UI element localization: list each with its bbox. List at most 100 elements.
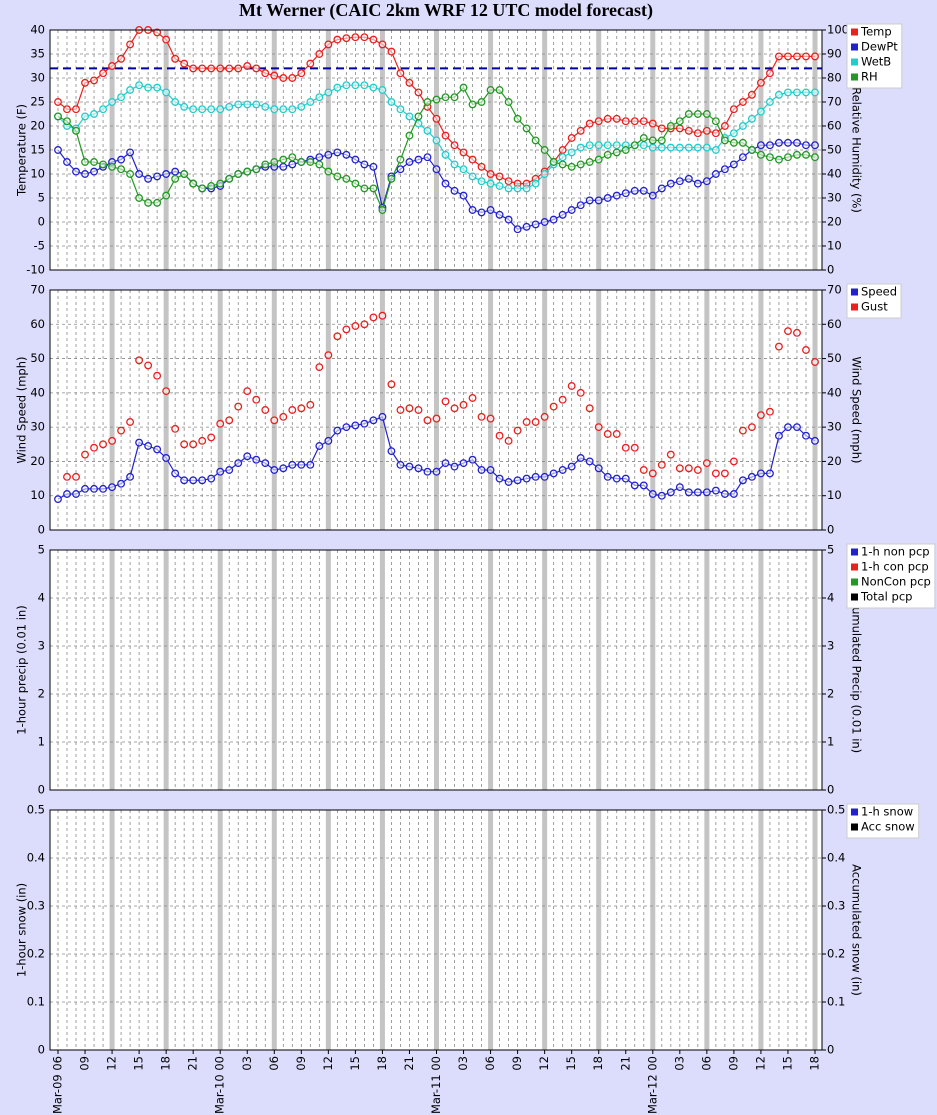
y-tick-label: 0.3: [27, 899, 45, 913]
data-point: [351, 421, 360, 430]
legend-label: RH: [861, 70, 878, 84]
y-tick-label: 40: [30, 23, 45, 37]
data-point: [270, 466, 279, 474]
data-point: [585, 404, 594, 413]
data-point: [784, 88, 792, 97]
data-point: [459, 165, 468, 174]
data-point: [513, 114, 522, 123]
data-point: [171, 424, 180, 433]
plot-border: [49, 549, 823, 791]
data-point: [270, 71, 279, 80]
data-point: [297, 69, 306, 78]
data-point: [711, 170, 720, 178]
data-point: [531, 418, 540, 426]
data-point: [450, 404, 459, 413]
data-point: [775, 52, 783, 61]
y-tick-label: 20: [30, 119, 45, 133]
legend-label: Gust: [861, 300, 888, 314]
x-tick-label: 06: [483, 1056, 497, 1071]
data-point: [513, 426, 522, 435]
data-point: [135, 356, 144, 365]
data-point: [756, 107, 765, 116]
data-point: [108, 436, 117, 445]
data-point: [621, 189, 630, 198]
data-point: [468, 172, 477, 181]
data-point: [612, 474, 621, 483]
data-point: [72, 167, 80, 176]
data-point: [468, 394, 477, 402]
data-point: [504, 436, 513, 445]
data-point: [648, 119, 657, 128]
x-tick-label: 06: [267, 1056, 281, 1071]
data-point: [378, 86, 387, 94]
data-point: [513, 184, 522, 193]
y-tick-label: 40: [30, 385, 45, 399]
data-point: [378, 206, 387, 214]
data-point: [144, 361, 153, 370]
legend-swatch: [851, 593, 858, 601]
data-point: [81, 78, 89, 87]
data-point: [117, 426, 126, 435]
data-point: [567, 134, 576, 142]
y2-tick-label: 30: [827, 420, 842, 434]
data-point: [576, 201, 585, 210]
data-point: [693, 488, 702, 497]
data-point: [441, 459, 450, 468]
data-point: [261, 102, 270, 111]
data-point: [135, 438, 144, 447]
data-point: [784, 423, 792, 432]
data-point: [666, 450, 675, 459]
y2-tick-label: 70: [827, 283, 842, 297]
data-point: [54, 112, 62, 121]
x-tick-label: 21: [618, 1056, 632, 1071]
data-point: [802, 346, 810, 354]
data-point: [162, 454, 171, 462]
data-point: [486, 170, 495, 178]
data-point: [684, 126, 693, 135]
data-point: [793, 328, 801, 337]
y-tick-label: 5: [38, 543, 45, 557]
data-point: [396, 105, 405, 114]
data-point: [81, 170, 89, 178]
data-point: [666, 488, 675, 497]
data-point: [297, 102, 306, 111]
data-point: [630, 117, 639, 126]
data-point: [162, 88, 171, 97]
data-point: [666, 179, 675, 188]
data-point: [63, 105, 71, 114]
data-point: [477, 412, 486, 421]
data-point: [153, 172, 162, 181]
data-point: [702, 459, 711, 468]
data-point: [576, 143, 585, 152]
data-point: [63, 490, 71, 498]
data-point: [261, 459, 270, 468]
y2-tick-label: 30: [827, 191, 842, 205]
data-point: [549, 215, 558, 224]
data-point: [495, 210, 504, 219]
y2-tick-label: 0.1: [827, 995, 845, 1009]
data-point: [171, 469, 180, 478]
data-point: [369, 83, 378, 92]
data-point: [324, 436, 333, 445]
data-point: [306, 59, 315, 68]
data-point: [198, 436, 207, 445]
y-tick-label: 20: [30, 454, 45, 468]
y2-tick-label: 0.4: [827, 851, 845, 865]
y2-tick-label: 70: [827, 95, 842, 109]
y2-tick-label: 40: [827, 167, 842, 181]
y2-tick-label: 50: [827, 143, 842, 157]
data-point: [153, 371, 162, 380]
data-point: [811, 141, 819, 150]
y2-tick-label: 90: [827, 47, 842, 61]
data-point: [396, 69, 405, 78]
data-point: [180, 170, 189, 178]
data-point: [171, 98, 180, 106]
data-point: [414, 88, 423, 97]
data-point: [144, 442, 153, 450]
y-tick-label: 0: [38, 215, 45, 229]
data-point: [549, 402, 558, 411]
data-point: [279, 155, 288, 164]
data-point: [180, 102, 189, 111]
